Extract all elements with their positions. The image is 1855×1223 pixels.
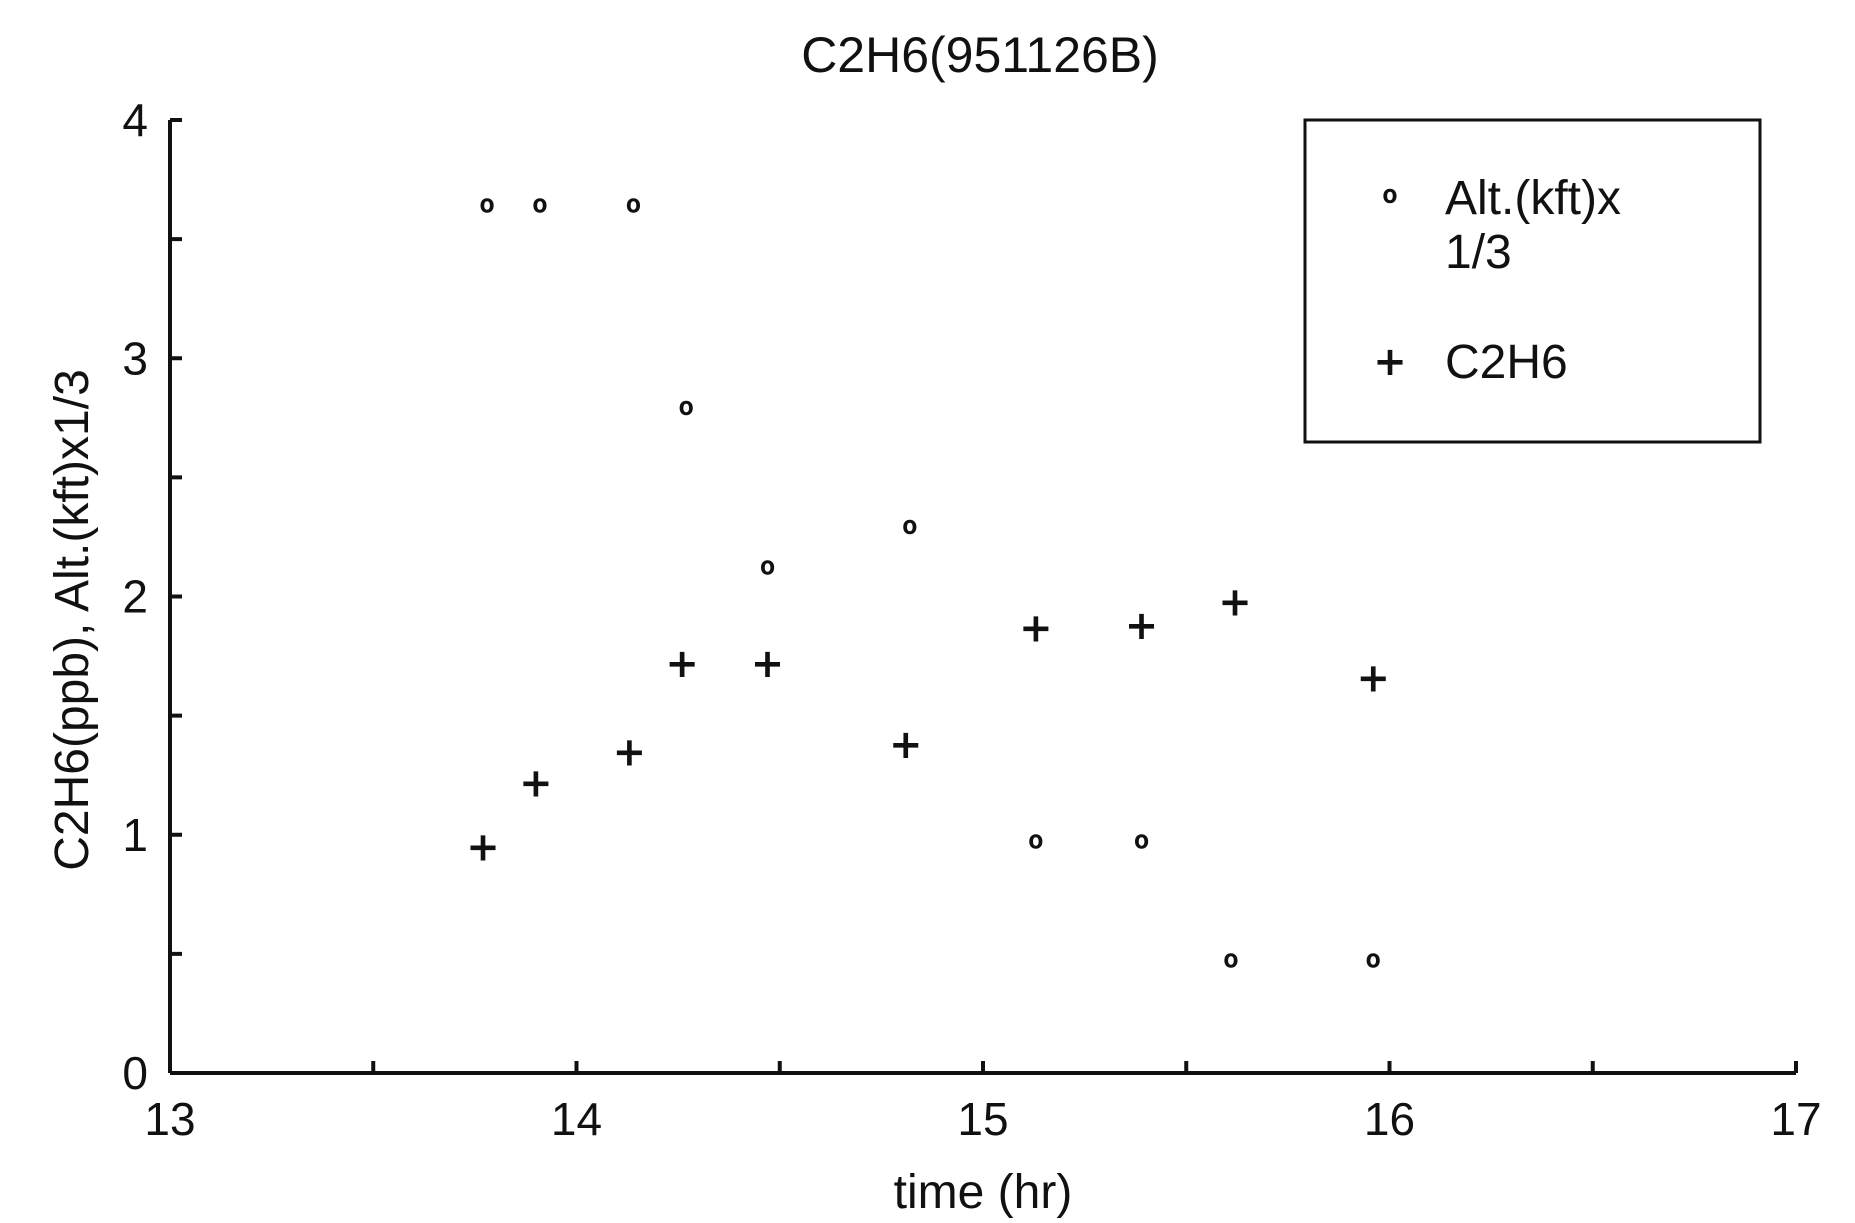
- alt-point: o: [1134, 826, 1150, 856]
- legend-label-alt-line2: 1/3: [1445, 226, 1512, 279]
- y-tick-label: 4: [122, 94, 148, 146]
- x-axis-label: time (hr): [894, 1166, 1073, 1218]
- y-ticks: 0 1 2 3 4: [122, 94, 182, 1099]
- legend-marker-alt: o: [1382, 180, 1398, 210]
- alt-point: o: [626, 189, 642, 219]
- x-tick-label: 16: [1364, 1093, 1415, 1145]
- alt-point: o: [532, 189, 548, 219]
- series-c2h6: + + + + + + + + + +: [466, 579, 1390, 870]
- c2h6-point: +: [665, 641, 699, 687]
- x-tick-label: 14: [551, 1093, 602, 1145]
- alt-point: o: [1028, 826, 1044, 856]
- alt-point: o: [760, 552, 776, 582]
- legend-label-alt-line1: Alt.(kft)x: [1445, 172, 1621, 225]
- alt-point: o: [678, 392, 694, 422]
- legend-box: [1303, 118, 1762, 444]
- c2h6-point: +: [751, 641, 785, 687]
- series-marks: o o o o o o o o o o + + + + + + + + + +: [466, 189, 1390, 974]
- c2h6-point: +: [1218, 579, 1252, 625]
- alt-point: o: [902, 511, 918, 541]
- y-tick-label: 3: [122, 332, 148, 384]
- chart-title: C2H6(951126B): [801, 27, 1159, 83]
- c2h6-point: +: [889, 722, 923, 768]
- legend-marker-c2h6: +: [1373, 339, 1407, 385]
- legend-label-c2h6: C2H6: [1445, 336, 1568, 389]
- alt-point: o: [1365, 945, 1381, 975]
- alt-point: o: [1223, 945, 1239, 975]
- c2h6-point: +: [519, 760, 553, 806]
- y-axis-label: C2H6(ppb), Alt.(kft)x1/3: [46, 369, 99, 871]
- series-alt: o o o o o o o o o o: [479, 189, 1381, 974]
- x-tick-label: 15: [957, 1093, 1008, 1145]
- c2h6-point: +: [1019, 605, 1053, 651]
- alt-point: o: [479, 189, 495, 219]
- x-tick-label: 13: [144, 1093, 195, 1145]
- c2h6-point: +: [466, 825, 500, 871]
- y-tick-label: 0: [122, 1047, 148, 1099]
- c2h6-point: +: [1125, 603, 1159, 649]
- c2h6-point: +: [613, 729, 647, 775]
- x-tick-label: 17: [1770, 1093, 1821, 1145]
- legend: o Alt.(kft)x 1/3 + C2H6: [1303, 118, 1762, 444]
- y-tick-label: 2: [122, 571, 148, 623]
- y-tick-label: 1: [122, 809, 148, 861]
- c2h6-point: +: [1356, 656, 1390, 702]
- x-ticks: 13 14 15 16 17: [144, 1061, 1822, 1145]
